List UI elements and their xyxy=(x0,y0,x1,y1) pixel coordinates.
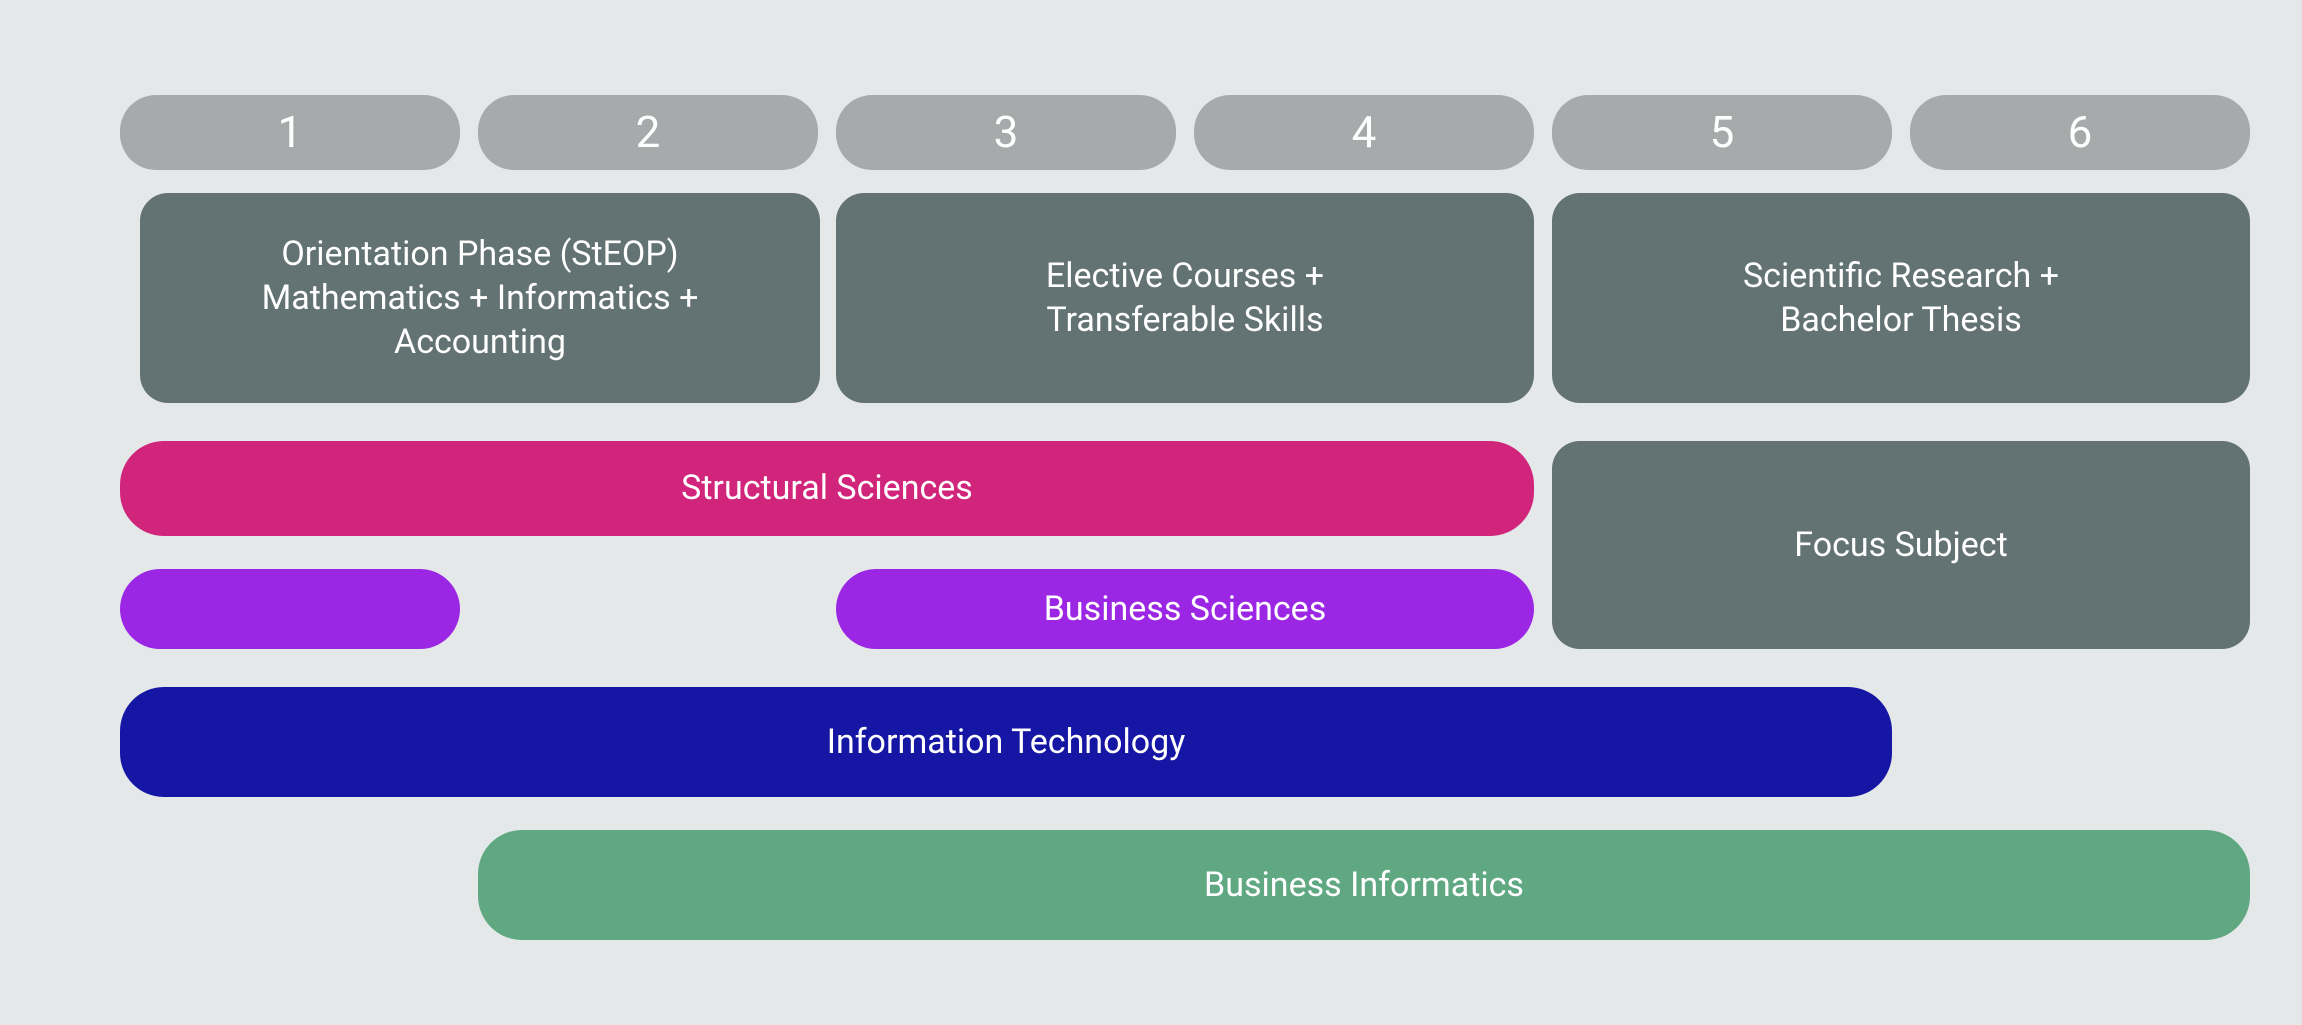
block-label: Orientation Phase (StEOP) Mathematics + … xyxy=(262,232,699,365)
block-elective: Elective Courses + Transferable Skills xyxy=(836,193,1534,403)
block-label: Business Sciences xyxy=(1044,587,1327,631)
block-structural: Structural Sciences xyxy=(120,441,1534,536)
block-business-sci: Business Sciences xyxy=(836,569,1534,649)
semester-pill-label: 6 xyxy=(2068,104,2093,161)
semester-pill-2: 2 xyxy=(478,95,818,170)
block-label: Scientific Research + Bachelor Thesis xyxy=(1743,254,2059,342)
block-label: Structural Sciences xyxy=(681,466,973,510)
semester-pill-label: 3 xyxy=(994,104,1019,161)
block-focus: Focus Subject xyxy=(1552,441,2250,649)
block-bizinfo: Business Informatics xyxy=(478,830,2250,940)
block-business-sci-left xyxy=(120,569,460,649)
block-infotech: Information Technology xyxy=(120,687,1892,797)
block-label: Information Technology xyxy=(827,720,1186,764)
semester-pill-label: 4 xyxy=(1352,104,1377,161)
semester-pill-label: 2 xyxy=(636,104,661,161)
semester-pill-label: 1 xyxy=(278,104,303,161)
semester-pill-6: 6 xyxy=(1910,95,2250,170)
block-label: Elective Courses + Transferable Skills xyxy=(1046,254,1324,342)
semester-pill-label: 5 xyxy=(1710,104,1735,161)
semester-pill-3: 3 xyxy=(836,95,1176,170)
block-label: Business Informatics xyxy=(1204,863,1524,907)
semester-pill-1: 1 xyxy=(120,95,460,170)
block-orientation: Orientation Phase (StEOP) Mathematics + … xyxy=(140,193,820,403)
curriculum-diagram: 1 2 3 4 5 6 Orientation Phase (StEOP) Mathemat… xyxy=(0,0,2302,1025)
semester-pill-4: 4 xyxy=(1194,95,1534,170)
semester-pill-5: 5 xyxy=(1552,95,1892,170)
block-label: Focus Subject xyxy=(1794,523,2007,567)
block-scientific: Scientific Research + Bachelor Thesis xyxy=(1552,193,2250,403)
